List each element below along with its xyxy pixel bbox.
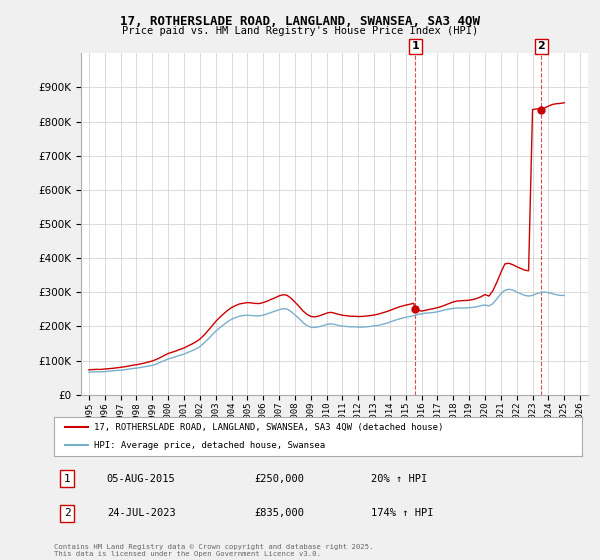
Text: 1: 1 bbox=[64, 474, 71, 484]
Text: £250,000: £250,000 bbox=[254, 474, 305, 484]
Text: Contains HM Land Registry data © Crown copyright and database right 2025.
This d: Contains HM Land Registry data © Crown c… bbox=[54, 544, 373, 557]
Text: 24-JUL-2023: 24-JUL-2023 bbox=[107, 508, 176, 519]
Text: 2: 2 bbox=[538, 41, 545, 52]
Text: HPI: Average price, detached house, Swansea: HPI: Average price, detached house, Swan… bbox=[94, 441, 325, 450]
Text: 2: 2 bbox=[64, 508, 71, 519]
Text: 20% ↑ HPI: 20% ↑ HPI bbox=[371, 474, 427, 484]
Text: 17, ROTHERSLADE ROAD, LANGLAND, SWANSEA, SA3 4QW: 17, ROTHERSLADE ROAD, LANGLAND, SWANSEA,… bbox=[120, 15, 480, 28]
Text: 1: 1 bbox=[412, 41, 419, 52]
Text: £835,000: £835,000 bbox=[254, 508, 305, 519]
Text: 174% ↑ HPI: 174% ↑ HPI bbox=[371, 508, 433, 519]
Text: 17, ROTHERSLADE ROAD, LANGLAND, SWANSEA, SA3 4QW (detached house): 17, ROTHERSLADE ROAD, LANGLAND, SWANSEA,… bbox=[94, 422, 443, 432]
Text: Price paid vs. HM Land Registry's House Price Index (HPI): Price paid vs. HM Land Registry's House … bbox=[122, 26, 478, 36]
Text: 05-AUG-2015: 05-AUG-2015 bbox=[107, 474, 176, 484]
